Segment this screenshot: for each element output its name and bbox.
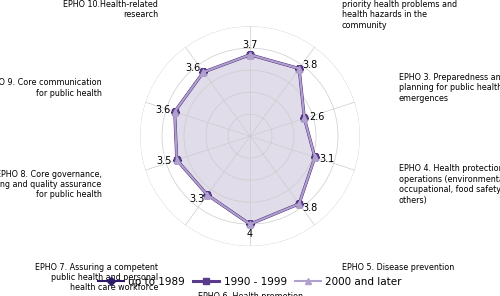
Polygon shape xyxy=(174,55,315,224)
Legend: up to 1989, 1990 - 1999, 2000 and later: up to 1989, 1990 - 1999, 2000 and later xyxy=(94,272,406,291)
Text: EPHO 3. Preparedness and
planning for public health
emergences: EPHO 3. Preparedness and planning for pu… xyxy=(398,73,500,103)
Text: 3.8: 3.8 xyxy=(302,59,317,70)
Text: EPHO 10.Health-related
research: EPHO 10.Health-related research xyxy=(64,0,158,20)
Text: EPHO 4. Health protection
operations (environmental,
occupational, food safety a: EPHO 4. Health protection operations (en… xyxy=(398,164,500,205)
Text: 4: 4 xyxy=(247,229,253,239)
Text: EPHO 2. Identification of
priority health problems and
health hazards in the
com: EPHO 2. Identification of priority healt… xyxy=(342,0,457,30)
Text: 2.6: 2.6 xyxy=(309,112,324,122)
Text: EPHO 5. Disease prevention: EPHO 5. Disease prevention xyxy=(342,263,454,271)
Text: 3.6: 3.6 xyxy=(186,63,200,73)
Text: 3.6: 3.6 xyxy=(155,105,170,115)
Text: EPHO 7. Assuring a competent
public health and personal
health care workforce: EPHO 7. Assuring a competent public heal… xyxy=(35,263,158,292)
Polygon shape xyxy=(174,55,315,224)
Text: EPHO 9. Core communication
for public health: EPHO 9. Core communication for public he… xyxy=(0,78,102,98)
Text: EPHO 6. Health promotion: EPHO 6. Health promotion xyxy=(198,292,302,296)
Text: 3.5: 3.5 xyxy=(157,157,172,166)
Text: 3.1: 3.1 xyxy=(320,154,334,164)
Text: 3.8: 3.8 xyxy=(302,203,317,213)
Polygon shape xyxy=(174,55,315,224)
Text: 3.3: 3.3 xyxy=(189,194,204,204)
Text: 3.7: 3.7 xyxy=(242,40,258,50)
Text: EPHO 8. Core governance,
financing and quality assurance
for public health: EPHO 8. Core governance, financing and q… xyxy=(0,170,102,199)
